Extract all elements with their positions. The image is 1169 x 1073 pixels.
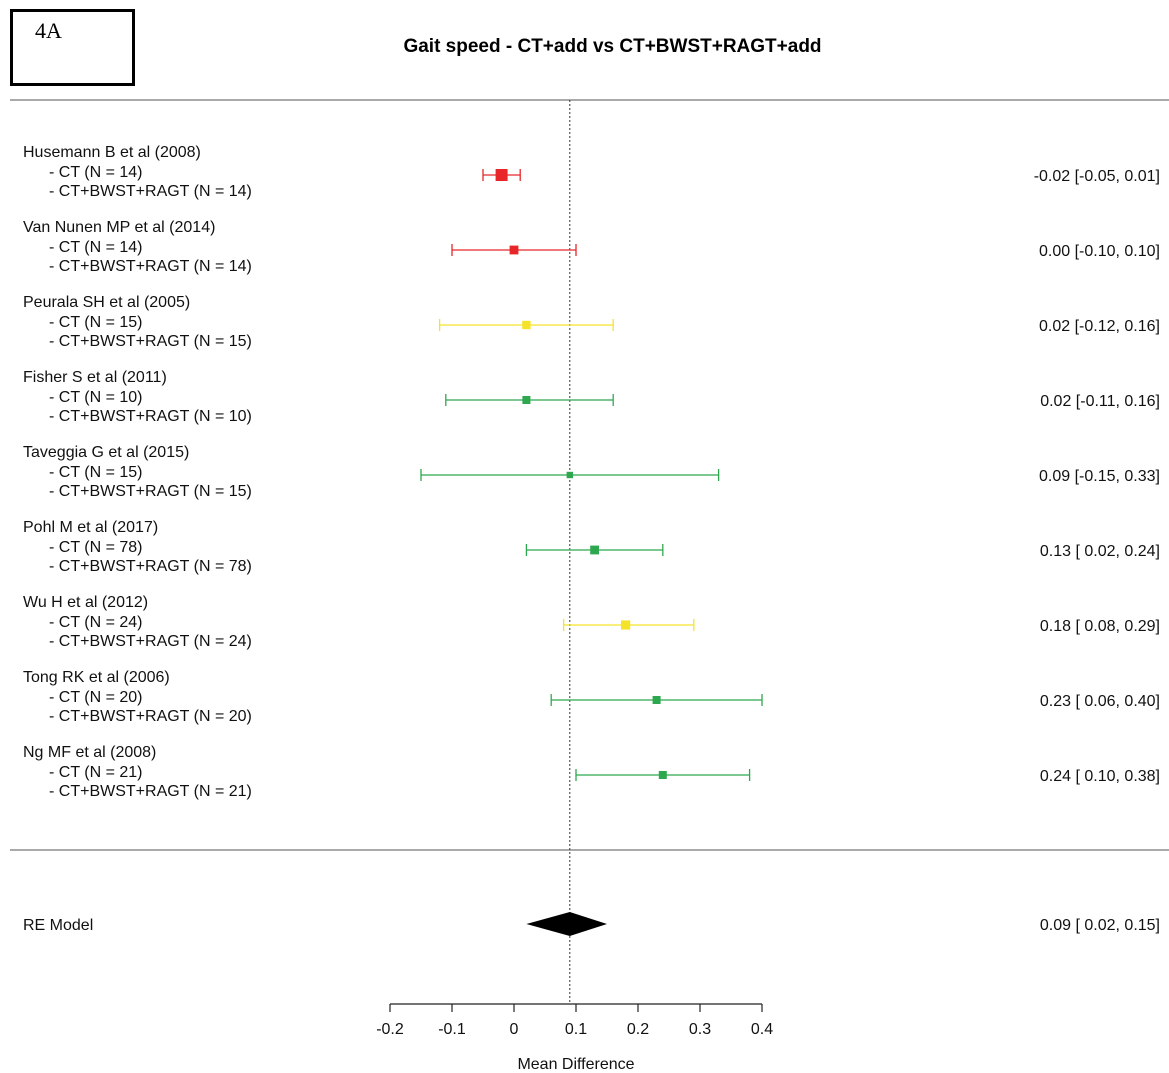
study-arm-control: - CT (N = 21) bbox=[49, 764, 143, 781]
ci-text: 0.00 [-0.10, 0.10] bbox=[1039, 243, 1160, 260]
study-marks bbox=[420, 169, 763, 936]
x-tick-label: 0.4 bbox=[751, 1021, 773, 1038]
study-arm-control: - CT (N = 14) bbox=[49, 164, 143, 181]
summary-diamond bbox=[526, 912, 607, 936]
study-arm-control: - CT (N = 78) bbox=[49, 539, 143, 556]
ci-text: 0.24 [ 0.10, 0.38] bbox=[1040, 768, 1160, 785]
x-axis: -0.2 -0.1 0 0.1 0.2 0.3 0.4 Mean Difference bbox=[376, 1003, 773, 1073]
study-arm-control: - CT (N = 24) bbox=[49, 614, 143, 631]
effect-square bbox=[566, 471, 573, 479]
study-arm-control: - CT (N = 10) bbox=[49, 389, 143, 406]
study-arm-treatment: - CT+BWST+RAGT (N = 21) bbox=[49, 783, 252, 800]
x-tick-label: 0.1 bbox=[565, 1021, 587, 1038]
study-arm-control: - CT (N = 20) bbox=[49, 689, 143, 706]
effect-square bbox=[621, 620, 631, 630]
effect-square bbox=[522, 396, 531, 404]
study-arm-treatment: - CT+BWST+RAGT (N = 15) bbox=[49, 483, 252, 500]
summary-label: RE Model bbox=[23, 917, 93, 934]
panel-label: 4A bbox=[35, 18, 62, 43]
x-tick-label: -0.2 bbox=[376, 1021, 404, 1038]
effect-square bbox=[590, 545, 599, 555]
study-arm-treatment: - CT+BWST+RAGT (N = 20) bbox=[49, 708, 252, 725]
study-arm-treatment: - CT+BWST+RAGT (N = 10) bbox=[49, 408, 252, 425]
ci-text: 0.09 [-0.15, 0.33] bbox=[1039, 468, 1160, 485]
study-name: Taveggia G et al (2015) bbox=[23, 444, 189, 461]
effect-square bbox=[652, 696, 661, 704]
effect-square bbox=[522, 320, 531, 330]
study-arm-treatment: - CT+BWST+RAGT (N = 24) bbox=[49, 633, 252, 650]
study-name: Tong RK et al (2006) bbox=[23, 669, 170, 686]
x-tick-label: -0.1 bbox=[438, 1021, 466, 1038]
study-arm-treatment: - CT+BWST+RAGT (N = 14) bbox=[49, 183, 252, 200]
study-name: Ng MF et al (2008) bbox=[23, 744, 156, 761]
chart-title: Gait speed - CT+add vs CT+BWST+RAGT+add bbox=[403, 36, 822, 57]
summary-ci-text: 0.09 [ 0.02, 0.15] bbox=[1040, 917, 1160, 934]
ci-text: 0.23 [ 0.06, 0.40] bbox=[1040, 693, 1160, 710]
study-name: Husemann B et al (2008) bbox=[23, 144, 201, 161]
x-tick-label: 0.2 bbox=[627, 1021, 649, 1038]
x-tick-label: 0.3 bbox=[689, 1021, 711, 1038]
effect-square bbox=[509, 245, 519, 255]
study-arm-treatment: - CT+BWST+RAGT (N = 14) bbox=[49, 258, 252, 275]
plot-frame bbox=[10, 99, 1169, 1004]
x-tick-label: 0 bbox=[510, 1021, 519, 1038]
ci-text: 0.02 [-0.11, 0.16] bbox=[1040, 393, 1160, 410]
study-labels: Husemann B et al (2008) - CT (N = 14) - CT… bbox=[23, 144, 252, 934]
effect-square bbox=[495, 169, 508, 181]
study-name: Peurala SH et al (2005) bbox=[23, 294, 190, 311]
study-name: Pohl M et al (2017) bbox=[23, 519, 158, 536]
ci-text: 0.02 [-0.12, 0.16] bbox=[1039, 318, 1160, 335]
study-arm-treatment: - CT+BWST+RAGT (N = 78) bbox=[49, 558, 252, 575]
panel-label-box: 4A bbox=[10, 9, 135, 86]
ci-text: -0.02 [-0.05, 0.01] bbox=[1034, 168, 1160, 185]
study-arm-treatment: - CT+BWST+RAGT (N = 15) bbox=[49, 333, 252, 350]
ci-text: 0.13 [ 0.02, 0.24] bbox=[1040, 543, 1160, 560]
ci-text: 0.18 [ 0.08, 0.29] bbox=[1040, 618, 1160, 635]
study-arm-control: - CT (N = 15) bbox=[49, 314, 143, 331]
study-arm-control: - CT (N = 15) bbox=[49, 464, 143, 481]
study-arm-control: - CT (N = 14) bbox=[49, 239, 143, 256]
ci-text-column: -0.02 [-0.05, 0.01] 0.00 [-0.10, 0.10] 0.0… bbox=[1034, 168, 1160, 934]
study-name: Wu H et al (2012) bbox=[23, 594, 148, 611]
study-name: Van Nunen MP et al (2014) bbox=[23, 219, 215, 236]
study-name: Fisher S et al (2011) bbox=[23, 369, 167, 386]
effect-square bbox=[658, 771, 667, 779]
x-axis-label: Mean Difference bbox=[517, 1056, 634, 1073]
